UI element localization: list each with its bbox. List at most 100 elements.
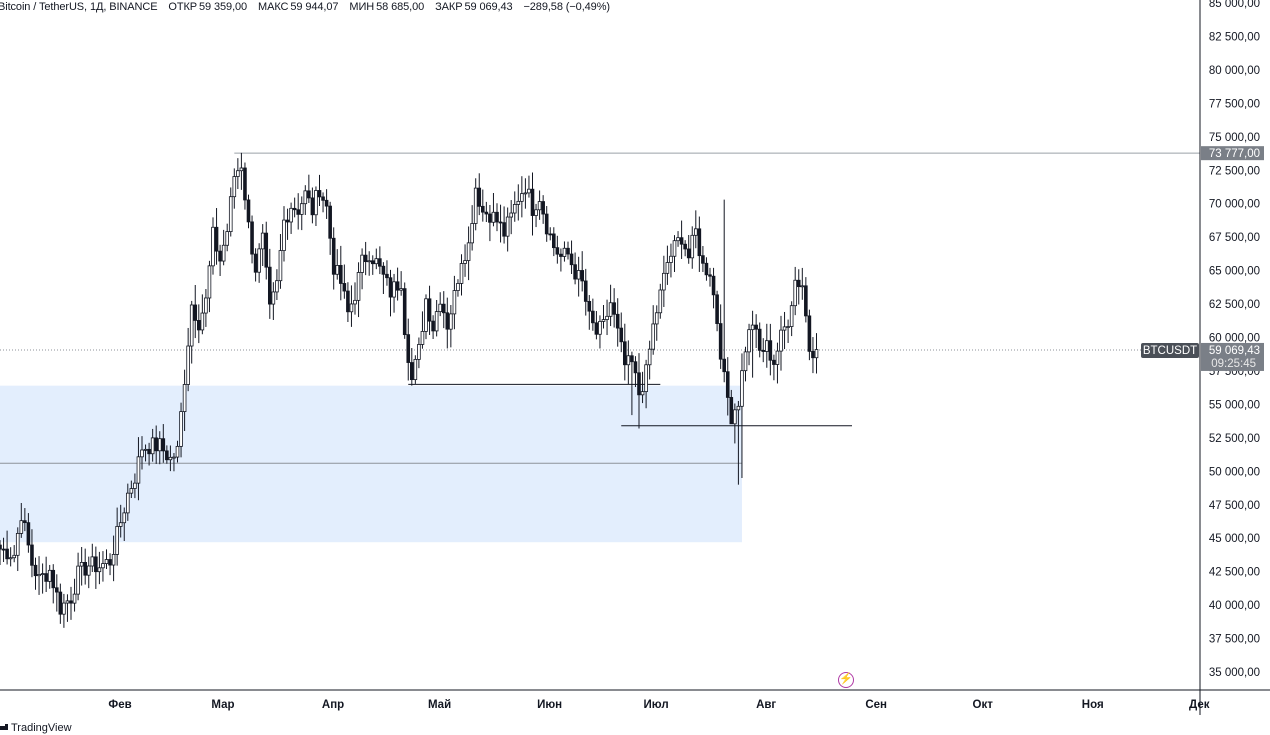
candle-body [204,297,208,314]
candle-body [750,324,755,331]
x-tick-label: Апр [322,699,344,711]
candle-body [697,228,702,257]
candle-body [505,216,510,237]
y-tick-label: 55 000,00 [1209,399,1260,411]
candle-body [133,482,137,489]
candle-body [0,544,2,550]
candle-body [236,170,240,177]
candle-body [743,351,748,372]
x-tick-label: Май [428,699,451,711]
candle-body [33,564,38,577]
candle-body [807,315,812,352]
candle-body [335,265,340,275]
candle-body [317,190,322,198]
x-tick-label: Дек [1189,699,1210,711]
y-tick-label: 82 500,00 [1209,31,1260,43]
candle-body [214,226,219,252]
tradingview-footer[interactable]: TradingView [0,722,72,734]
candle-body [789,305,794,327]
candle-body [175,445,180,458]
candle-body [65,600,70,604]
candle-body [79,562,84,567]
open-label: ОТКР [168,1,198,13]
candle-body [349,303,354,313]
y-tick-label: 62 500,00 [1209,299,1260,311]
candle-body [62,602,66,615]
candle-body [406,334,411,363]
y-tick-label: 45 000,00 [1209,533,1260,545]
candle-body [193,304,198,321]
candle-body [804,285,808,317]
candle-body [452,290,457,315]
candle-body [690,234,695,259]
candle-body [1,548,6,551]
y-tick-label: 67 500,00 [1209,232,1260,244]
candle-body [605,315,609,320]
candle-body [15,532,20,556]
candle-body [623,341,627,366]
x-tick-label: Мар [211,699,234,711]
candle-body [179,411,183,447]
candle-body [480,205,485,213]
candle-body [69,600,73,604]
lightning-icon[interactable]: ⚡ [838,672,854,688]
candle-body [232,176,237,198]
candle-body [218,250,222,262]
candle-body [257,248,261,273]
candle-body [76,565,80,595]
x-tick-label: Июл [644,699,669,711]
candle-body [456,283,460,291]
candle-body [165,450,169,461]
candle-body [211,226,215,267]
candle-body [459,263,464,284]
candle-body [796,279,801,288]
candle-body [40,573,45,576]
candle-body [264,232,269,268]
candle-body [101,563,105,569]
candle-body [267,266,272,305]
candle-body [488,213,492,223]
candle-body [221,244,226,262]
candle-body [356,272,361,301]
candle-body [282,219,286,251]
candle-body [395,281,400,291]
candle-body [548,233,553,236]
candle-body [757,328,762,351]
candle-body [566,247,570,255]
candle-body [534,209,538,216]
candle-body [44,573,48,582]
candle-body [626,355,631,366]
candle-body [314,190,318,216]
candle-body [19,520,24,534]
candle-body [647,348,652,366]
candle-body [552,233,556,249]
candle-body [630,355,634,363]
candle-body [392,281,396,298]
candle-body [686,248,691,259]
candle-body [118,522,123,527]
candle-body [370,260,375,265]
candle-body [473,187,478,224]
ath-price-label: 73 777,00 [1209,148,1260,160]
symbol-tag-label: BTCUSDT [1143,345,1197,357]
candle-body [725,371,730,398]
candle-body [669,255,673,263]
candle-body [285,219,290,223]
candle-body [253,253,258,273]
candle-body [644,364,648,393]
x-tick-label: Окт [973,699,994,711]
high-value: 59 944,07 [290,1,339,13]
candle-body [196,320,201,331]
y-tick-label: 72 500,00 [1209,165,1260,177]
candle-body [651,323,655,350]
candle-body [26,522,31,546]
candle-body [569,253,574,266]
candle-body [786,326,790,328]
candle-body [679,237,684,245]
candle-body [129,488,134,494]
candle-body [768,340,773,361]
candle-body [527,188,531,194]
candle-body [299,203,304,215]
candle-body [520,193,524,202]
